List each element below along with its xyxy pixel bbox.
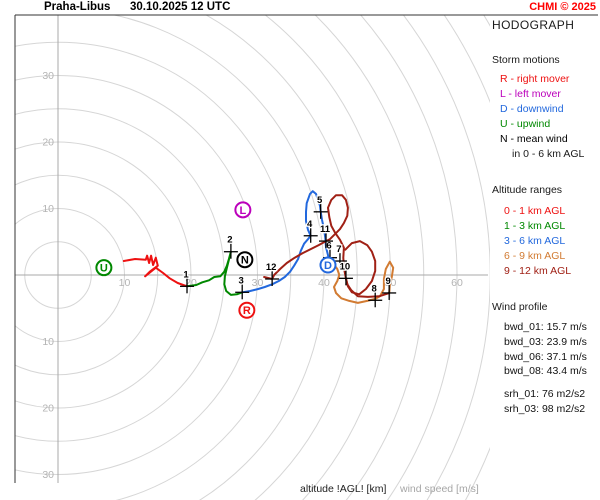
axis-tick-label: 30 — [252, 277, 264, 289]
wind-speed-axis-label: wind speed [m/s] — [400, 483, 479, 495]
trace-6-9-km-agl — [328, 260, 395, 304]
altitude-axis-label: altitude !AGL! [km] — [300, 483, 387, 495]
wind-profile-srh: srh_01: 76 m2/s2 srh_03: 98 m2/s2 — [504, 387, 600, 417]
legend-mean-wind-note: in 0 - 6 km AGL — [512, 148, 585, 160]
axis-tick-label: 40 — [318, 277, 330, 289]
srh-03-value: srh_03: 98 m2/s2 — [504, 402, 586, 415]
altitude-marker-label-2: 2 — [227, 235, 232, 246]
copyright-note: CHMI © 2025 — [529, 1, 596, 13]
storm-marker-letter-R: R — [243, 305, 251, 317]
altitude-marker-label-4: 4 — [307, 219, 313, 230]
storm-marker-N — [236, 251, 254, 269]
legend-left-mover: L - left mover — [500, 88, 561, 100]
station-name: Praha-Libus — [44, 1, 111, 13]
grid-ring — [402, 15, 490, 500]
altitude-ranges-heading: Altitude ranges — [492, 184, 563, 196]
axis-tick-label: 10 — [42, 336, 54, 348]
axis-tick-label: 20 — [42, 403, 54, 415]
altitude-marker-label-6: 6 — [326, 241, 331, 252]
trace-1-3-km-agl — [186, 250, 244, 296]
storm-motions-legend: R - right mover L - left mover D - downw… — [500, 72, 600, 162]
axis-tick-label: 60 — [451, 277, 463, 289]
storm-marker-R — [238, 301, 256, 319]
wind-profile-heading: Wind profile — [492, 301, 548, 313]
legend-range-3-6: 3 - 6 km AGL — [504, 235, 566, 247]
storm-marker-U — [95, 259, 113, 277]
legend-upwind: U - upwind — [500, 118, 551, 130]
bwd-01-value: bwd_01: 15.7 m/s — [504, 321, 587, 333]
storm-marker-letter-U: U — [100, 263, 108, 275]
altitude-ranges-legend: 0 - 1 km AGL 1 - 3 km AGL 3 - 6 km AGL 6… — [504, 204, 600, 279]
grid-ring — [15, 41, 292, 500]
trace-9-12-km-agl-loop — [344, 240, 377, 296]
axis-tick-label: 30 — [42, 70, 54, 82]
srh-01-value: srh_01: 76 m2/s2 — [504, 388, 586, 401]
grid-ring — [359, 15, 458, 500]
storm-marker-letter-L: L — [240, 205, 247, 217]
grid-ring — [443, 15, 490, 500]
grid-ring — [111, 15, 325, 500]
trace-0-1-km-agl — [122, 254, 188, 288]
storm-marker-D — [319, 256, 337, 274]
legend-mean-wind: N - mean wind — [500, 133, 568, 145]
altitude-marker-label-11: 11 — [320, 224, 331, 235]
axis-tick-label: 10 — [42, 203, 54, 215]
wind-profile-bwd: bwd_01: 15.7 m/s bwd_03: 23.9 m/s bwd_06… — [504, 320, 600, 379]
storm-marker-L — [234, 201, 252, 219]
bwd-06-value: bwd_06: 37.1 m/s — [504, 350, 587, 363]
panel-title: HODOGRAPH — [492, 18, 575, 32]
legend-downwind: D - downwind — [500, 103, 564, 115]
altitude-marker-label-10: 10 — [340, 261, 351, 272]
altitude-marker-label-8: 8 — [372, 283, 377, 294]
storm-marker-letter-N: N — [241, 255, 249, 267]
axis-tick-label: 30 — [42, 469, 54, 481]
storm-marker-letter-D: D — [324, 260, 332, 272]
altitude-marker-label-7: 7 — [336, 244, 341, 255]
legend-range-1-3: 1 - 3 km AGL — [504, 220, 566, 232]
altitude-marker-label-3: 3 — [239, 275, 244, 286]
altitude-marker-label-12: 12 — [266, 262, 277, 273]
bwd-08-value: bwd_08: 43.4 m/s — [504, 365, 587, 378]
legend-right-mover: R - right mover — [500, 73, 570, 85]
grid-ring — [314, 15, 425, 500]
altitude-marker-label-5: 5 — [317, 195, 323, 206]
axis-tick-label: 20 — [42, 137, 54, 149]
legend-range-6-9: 6 - 9 km AGL — [504, 250, 566, 262]
trace-3-6-km-agl — [241, 190, 331, 294]
grid-ring — [482, 15, 490, 27]
altitude-marker-label-1: 1 — [183, 269, 189, 280]
side-panel: HODOGRAPH Storm motions R - right mover … — [490, 16, 600, 417]
altitude-marker-label-9: 9 — [386, 276, 391, 287]
bwd-03-value: bwd_03: 23.9 m/s — [504, 335, 587, 348]
grid-ring — [264, 15, 391, 500]
axis-tick-label: 10 — [119, 277, 131, 289]
legend-range-9-12: 9 - 12 km AGL — [504, 265, 572, 277]
storm-motions-heading: Storm motions — [492, 54, 560, 66]
legend-range-0-1: 0 - 1 km AGL — [504, 205, 566, 217]
sounding-datetime: 30.10.2025 12 UTC — [130, 1, 231, 13]
axis-tick-label: 20 — [185, 277, 197, 289]
